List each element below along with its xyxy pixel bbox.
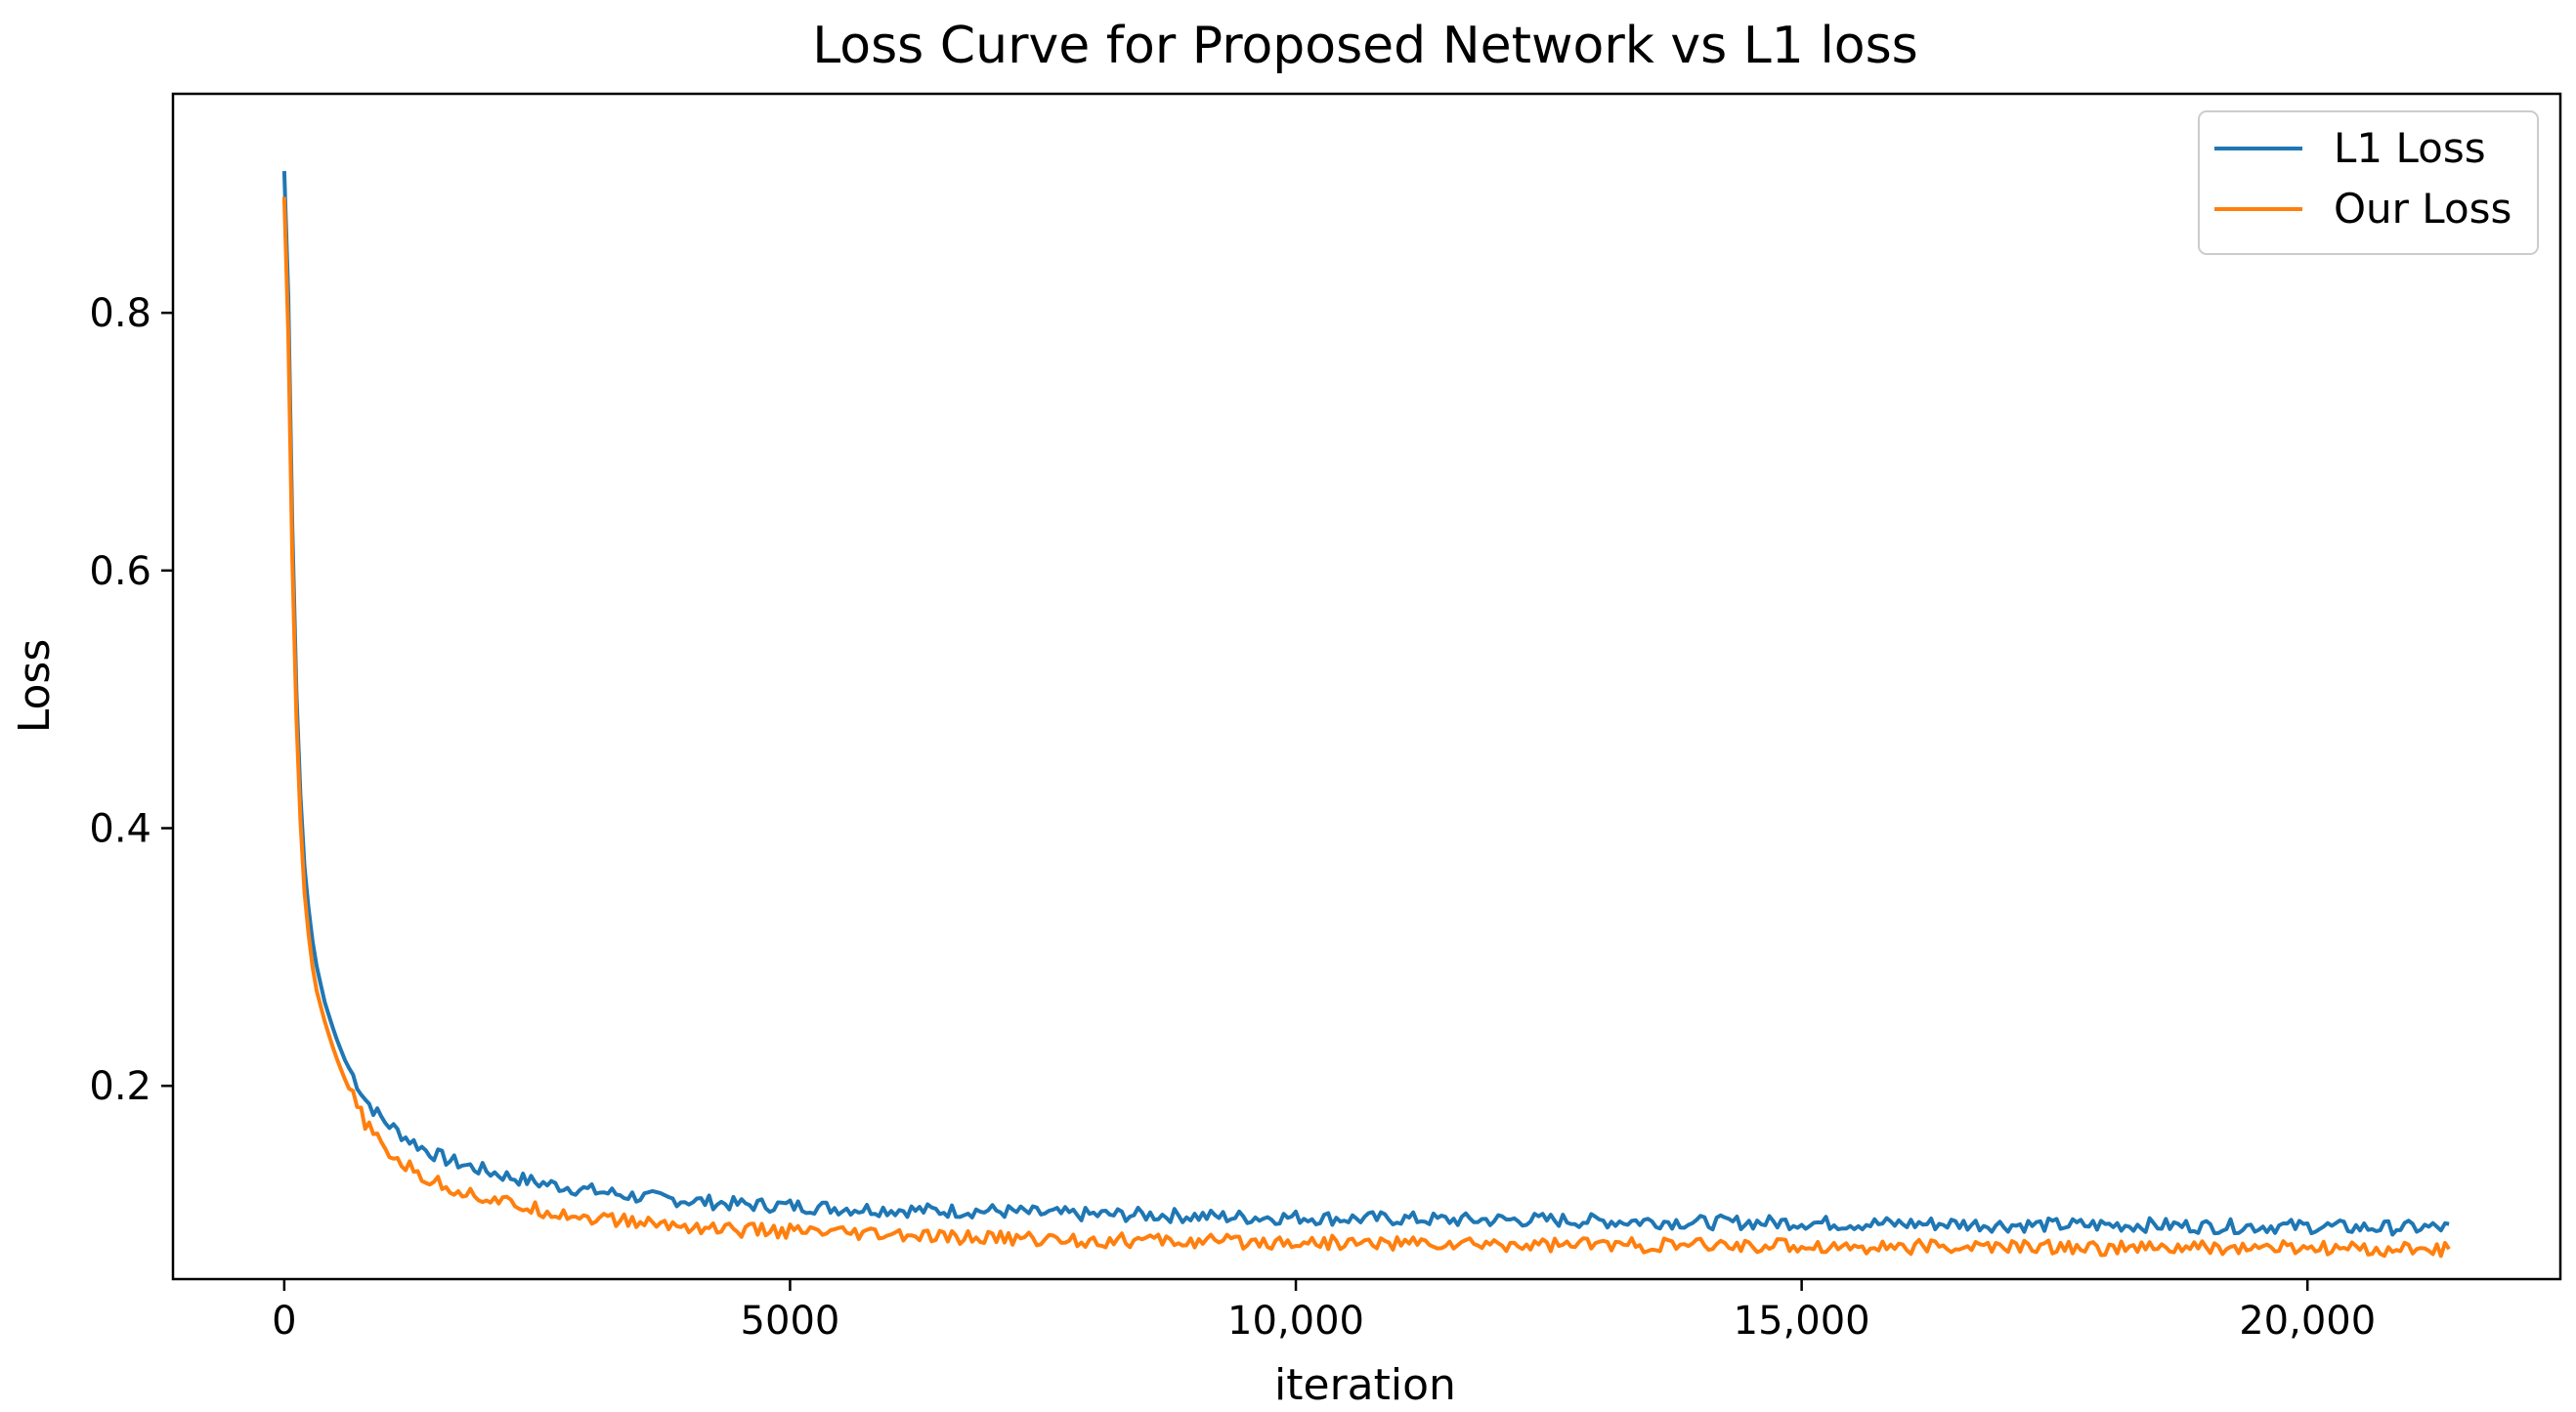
x-tick-label: 20,000 bbox=[2239, 1299, 2376, 1344]
y-axis: 0.2 0.4 0.6 0.8 bbox=[89, 291, 173, 1109]
plot-frame bbox=[171, 92, 2562, 1281]
series-line-l1-loss bbox=[281, 171, 2450, 1237]
plot-area bbox=[171, 92, 2562, 1281]
chart-title: Loss Curve for Proposed Network vs L1 lo… bbox=[812, 17, 1918, 75]
series-line-our-loss bbox=[281, 196, 2451, 1259]
x-tick-label: 0 bbox=[272, 1299, 296, 1344]
legend-label-l1-loss: L1 Loss bbox=[2334, 124, 2486, 172]
y-tick-label: 0.2 bbox=[89, 1064, 151, 1109]
series-layer bbox=[281, 171, 2451, 1259]
x-axis: 0 5000 10,000 15,000 20,000 bbox=[272, 1279, 2376, 1344]
x-tick-label: 5000 bbox=[741, 1299, 840, 1344]
x-tick-label: 15,000 bbox=[1734, 1299, 1870, 1344]
y-tick-label: 0.8 bbox=[89, 291, 151, 336]
x-tick-label: 10,000 bbox=[1227, 1299, 1364, 1344]
x-axis-label: iteration bbox=[1274, 1360, 1456, 1410]
y-tick-label: 0.4 bbox=[89, 807, 151, 852]
legend-label-our-loss: Our Loss bbox=[2334, 185, 2512, 233]
y-axis-label: Loss bbox=[10, 639, 60, 734]
legend: L1 Loss Our Loss bbox=[2198, 110, 2539, 255]
y-tick-label: 0.6 bbox=[89, 549, 151, 594]
